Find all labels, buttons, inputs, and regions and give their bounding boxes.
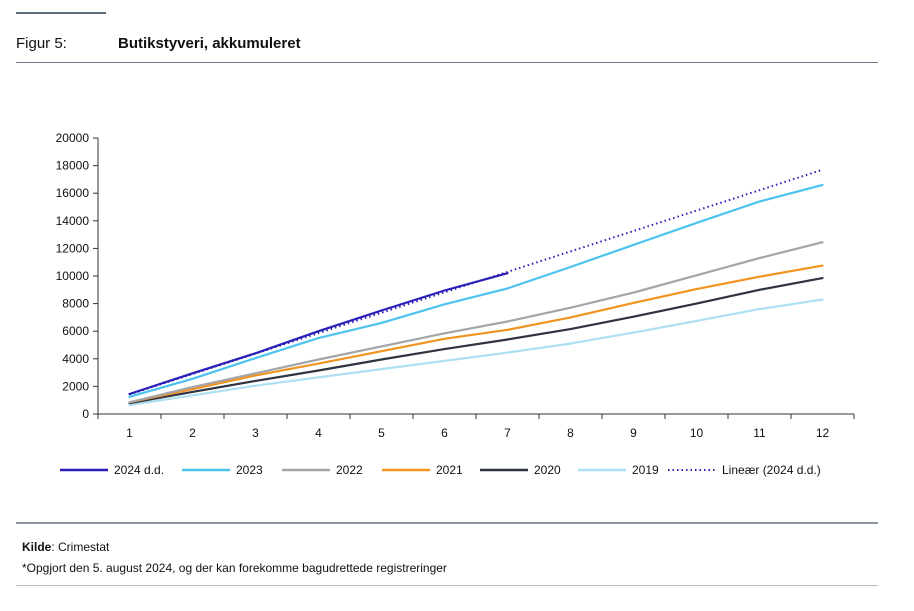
footer-divider-top <box>16 522 878 524</box>
x-tick-label: 5 <box>378 426 385 440</box>
x-tick-label: 3 <box>252 426 259 440</box>
series-line-2022 <box>128 241 824 404</box>
y-tick-label: 14000 <box>56 214 90 228</box>
y-tick-label: 18000 <box>56 159 90 173</box>
top-accent-rule <box>16 12 106 14</box>
series-line-2023 <box>128 183 824 398</box>
legend-label: Lineær (2024 d.d.) <box>722 463 821 477</box>
x-tick-label: 7 <box>504 426 511 440</box>
footnote: *Opgjort den 5. august 2024, og der kan … <box>22 561 447 575</box>
figure-title: Butikstyveri, akkumuleret <box>118 35 301 52</box>
legend-label: 2020 <box>534 463 561 477</box>
legend-label: 2022 <box>336 463 363 477</box>
x-tick-label: 11 <box>753 426 766 440</box>
legend-label: 2019 <box>632 463 659 477</box>
x-tick-label: 6 <box>441 426 448 440</box>
x-tick-label: 10 <box>690 426 704 440</box>
y-tick-label: 0 <box>82 407 89 421</box>
series-line-2024-d-d <box>128 272 509 396</box>
x-tick-label: 1 <box>126 426 133 440</box>
figure-label: Figur 5: <box>16 35 67 52</box>
x-tick-label: 4 <box>315 426 322 440</box>
series-line-2019 <box>128 298 824 407</box>
legend-label: 2021 <box>436 463 463 477</box>
y-tick-label: 2000 <box>62 379 89 393</box>
y-tick-label: 6000 <box>62 324 89 338</box>
legend-label: 2024 d.d. <box>114 463 164 477</box>
series-line-2020 <box>128 277 824 405</box>
x-tick-label: 8 <box>567 426 574 440</box>
x-tick-label: 2 <box>189 426 196 440</box>
y-tick-label: 20000 <box>56 131 90 145</box>
footer-divider-bottom <box>16 585 878 586</box>
legend-label: 2023 <box>236 463 263 477</box>
source-line: Kilde: Crimestat <box>22 540 109 554</box>
y-tick-label: 16000 <box>56 186 90 200</box>
line-chart: 0 2000 4000 6000 8000 10000 12000 14000 16000 180… <box>56 131 855 477</box>
y-tick-label: 12000 <box>56 241 90 255</box>
x-tick-label: 12 <box>816 426 830 440</box>
x-tick-label: 9 <box>630 426 637 440</box>
source-label: Kilde <box>22 540 52 554</box>
series-line-2021 <box>128 264 824 404</box>
y-tick-label: 8000 <box>62 297 89 311</box>
y-tick-label: 4000 <box>62 352 89 366</box>
source-text: : Crimestat <box>51 540 110 554</box>
y-tick-label: 10000 <box>56 269 90 283</box>
header-divider <box>16 62 878 63</box>
